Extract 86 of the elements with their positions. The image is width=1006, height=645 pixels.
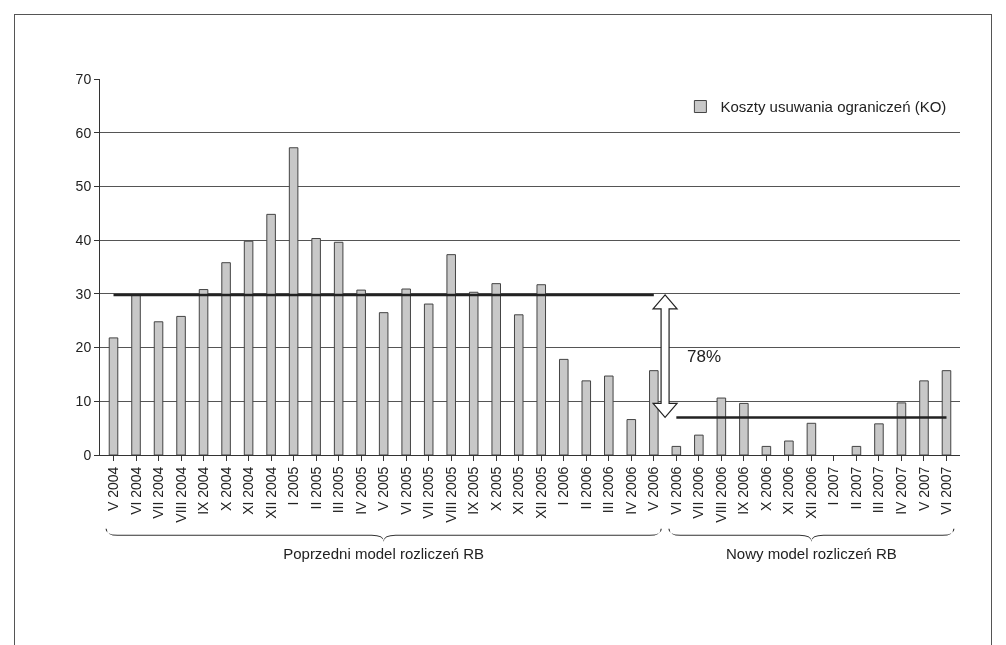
- x-tick-label: VIII 2004: [172, 466, 189, 523]
- bar: [604, 375, 614, 455]
- y-tick-label: 20: [75, 339, 92, 356]
- bar: [446, 254, 456, 455]
- x-tick-label: V 2006: [645, 466, 662, 511]
- x-tick-label: VIII 2006: [712, 466, 729, 523]
- bar: [468, 291, 479, 455]
- y-tick-label: 50: [75, 178, 92, 195]
- x-tick-label: II 2006: [577, 466, 594, 510]
- x-tick-label: VI 2004: [127, 466, 144, 515]
- bar: [288, 147, 299, 455]
- x-tick-label: VI 2005: [397, 466, 414, 515]
- y-tick-label: 10: [75, 393, 92, 410]
- y-tick-label: 0: [83, 446, 92, 463]
- bar: [739, 402, 749, 455]
- bar: [536, 284, 547, 455]
- x-tick-label: V 2005: [375, 466, 392, 511]
- x-tick-label: IV 2007: [893, 466, 910, 515]
- x-tick-label: VII 2006: [690, 466, 707, 519]
- x-tick-label: XII 2004: [262, 466, 279, 519]
- bar: [851, 445, 862, 455]
- x-tick-label: IX 2004: [195, 466, 212, 515]
- x-tick-label: IX 2005: [465, 466, 482, 515]
- y-tick-label: 70: [75, 70, 92, 87]
- x-tick-label: VI 2006: [667, 466, 684, 515]
- y-tick-label: 40: [75, 232, 92, 249]
- bar: [356, 289, 366, 455]
- bar: [108, 337, 119, 455]
- bar: [919, 380, 929, 455]
- x-tick-label: X 2005: [487, 466, 504, 511]
- bar: [333, 241, 344, 455]
- x-tick-label: XII 2006: [802, 466, 819, 519]
- bar: [311, 238, 321, 455]
- bar: [153, 321, 164, 455]
- x-tick-label: V 2007: [915, 466, 932, 511]
- bar: [671, 445, 682, 455]
- x-tick-label: XI 2005: [510, 466, 527, 515]
- x-tick-label: III 2006: [600, 466, 617, 514]
- text: Poprzedni model rozliczeń RB: [283, 544, 485, 562]
- bar: [941, 370, 952, 455]
- bar: [423, 303, 434, 455]
- bar: [784, 440, 794, 455]
- x-tick-label: X 2006: [757, 466, 774, 511]
- x-tick-label: V 2004: [105, 466, 122, 511]
- x-tick-label: VIII 2005: [442, 466, 459, 523]
- x-tick-label: I 2007: [825, 466, 842, 506]
- bar: [401, 288, 411, 455]
- x-tick-label: XI 2006: [780, 466, 797, 515]
- x-tick-label: X 2004: [217, 466, 234, 511]
- x-tick-label: XII 2005: [532, 466, 549, 519]
- x-tick-label: II 2007: [847, 466, 864, 510]
- bar: [558, 358, 569, 455]
- x-tick-label: II 2005: [307, 466, 324, 510]
- x-tick-label: VI 2007: [938, 466, 955, 515]
- y-tick-label: 60: [75, 124, 92, 141]
- bar: [513, 314, 524, 455]
- text: Nowy model rozliczeń RB: [725, 544, 897, 562]
- bar: [874, 423, 884, 455]
- bar: [176, 315, 186, 455]
- bar: [626, 419, 637, 455]
- x-tick-label: XI 2004: [240, 466, 257, 515]
- x-tick-label: VII 2005: [420, 466, 437, 519]
- bar: [716, 397, 727, 455]
- annotation: 78%: [687, 347, 722, 367]
- x-tick-label: III 2007: [870, 466, 887, 514]
- bar: [198, 289, 209, 455]
- legend-label: Koszty usuwania ograniczeń (KO): [720, 98, 947, 116]
- bar: [266, 213, 276, 455]
- bar: [221, 262, 231, 455]
- x-tick-label: IX 2006: [735, 466, 752, 515]
- bar: [761, 445, 772, 455]
- bar: [378, 312, 389, 455]
- x-tick-label: III 2005: [330, 466, 347, 514]
- x-tick-label: I 2006: [555, 466, 572, 506]
- bar: [806, 422, 817, 455]
- x-tick-label: IV 2005: [352, 466, 369, 515]
- x-tick-label: IV 2006: [622, 466, 639, 515]
- bar: [581, 380, 592, 455]
- bar: [491, 283, 502, 455]
- x-tick-label: I 2005: [285, 466, 302, 506]
- bar: [131, 294, 141, 455]
- bar: [694, 434, 704, 455]
- bar: [243, 240, 254, 455]
- bar: [896, 402, 907, 455]
- y-tick-label: 30: [75, 285, 92, 302]
- x-tick-label: VII 2004: [150, 466, 167, 519]
